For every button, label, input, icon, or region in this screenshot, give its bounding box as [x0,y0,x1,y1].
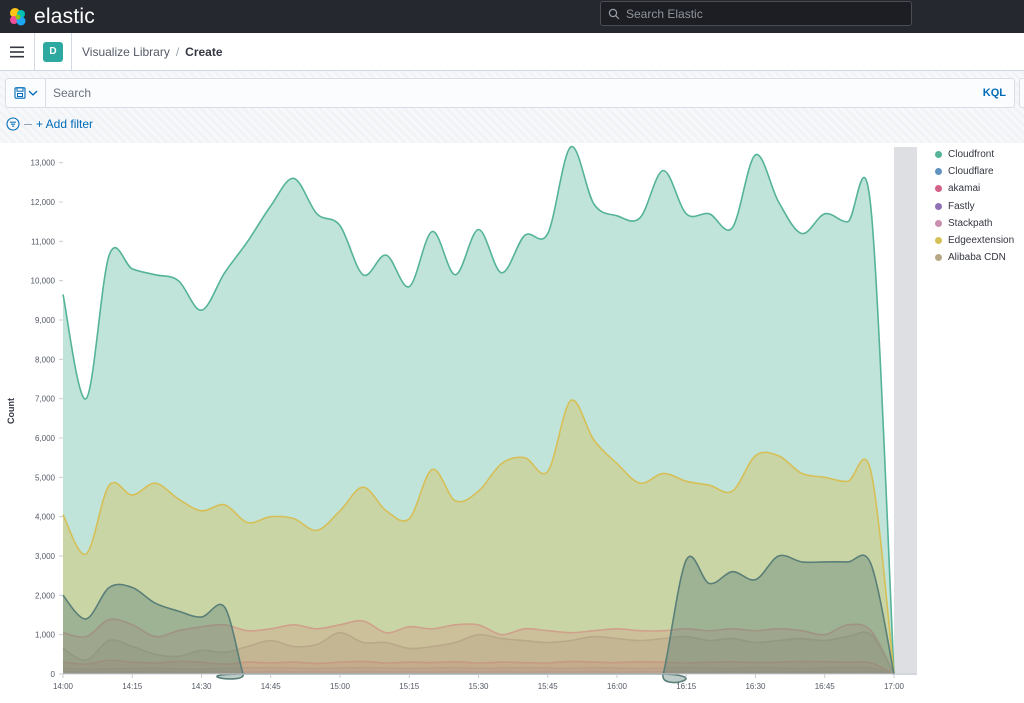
legend-label: Cloudfront [948,149,995,161]
add-filter-button[interactable]: + Add filter [36,117,94,131]
legend-item-fastly[interactable]: Fastly [935,198,1014,215]
legend-label: Fastly [948,200,975,212]
series-area-stackpath[interactable] [63,619,894,674]
x-tick-label: 16:45 [815,682,836,691]
y-tick-label: 7,000 [35,395,56,404]
legend-label: Alibaba CDN [948,252,1006,264]
date-picker-edge[interactable] [1019,78,1024,108]
y-tick-label: 5,000 [35,473,56,482]
series-line-cloudfront[interactable] [62,146,895,675]
top-header: elastic [0,0,1024,33]
query-search-input[interactable] [46,79,983,107]
legend-color-dot [935,202,942,210]
x-tick-label: 17:00 [884,682,905,691]
logo-text: elastic [34,4,95,28]
legend-item-stackpath[interactable]: Stackpath [935,215,1014,232]
x-tick-label: 14:30 [191,682,212,691]
breadcrumb-bar: D Visualize Library / Create [0,32,1024,71]
breadcrumb-separator: / [175,44,180,59]
y-tick-label: 6,000 [35,434,56,443]
series-line-alibaba-cdn[interactable] [62,631,895,675]
space-avatar[interactable]: D [43,41,63,62]
y-tick-label: 10,000 [31,277,56,286]
legend-item-edgeextension[interactable]: Edgeextension [935,232,1014,249]
search-icon [608,8,620,19]
y-tick-label: 8,000 [35,355,56,364]
query-bar: KQL [5,78,1015,108]
x-tick-label: 15:45 [538,682,559,691]
x-tick-label: 15:15 [399,682,420,691]
series-line-cloudflare[interactable] [62,666,895,675]
legend-color-dot [935,168,942,176]
series-line-edgeextension[interactable] [62,399,895,675]
saved-query-button[interactable] [6,79,46,107]
y-tick-label: 0 [51,670,56,679]
menu-button[interactable] [0,33,34,71]
x-tick-label: 16:15 [676,682,697,691]
filter-row: + Add filter [6,115,93,133]
series-area-alibaba-cdn[interactable] [63,632,894,674]
legend-label: Edgeextension [948,235,1015,247]
x-axis: 14:00 14:15 14:30 14:45 15:00 15:15 15:30 15:45… [53,673,917,691]
kql-toggle-button[interactable]: KQL [982,87,1006,99]
x-tick-label: 15:00 [330,682,351,691]
legend-color-dot [935,151,942,159]
series-area-unlabeled-series[interactable] [63,555,894,683]
legend-item-cloudflare[interactable]: Cloudflare [935,163,1014,180]
y-axis-title: Count [6,398,16,424]
series-area-edgeextension[interactable] [63,400,894,674]
chart-side-brush[interactable] [894,147,917,675]
y-tick-label: 3,000 [35,552,56,561]
legend-label: akamai [948,183,981,195]
breadcrumb-visualize-library[interactable]: Visualize Library [82,44,170,59]
y-tick-label: 13,000 [31,159,56,168]
legend-item-alibaba-cdn[interactable]: Alibaba CDN [935,249,1014,266]
global-search-input[interactable] [626,6,896,21]
series-area-cloudfront[interactable] [63,146,894,674]
filter-divider [24,123,32,125]
y-tick-label: 12,000 [31,198,56,207]
header-divider [71,32,72,71]
x-tick-label: 16:00 [607,682,628,691]
y-tick-label: 2,000 [35,591,56,600]
x-tick-label: 14:00 [53,682,74,691]
y-tick-label: 1,000 [35,631,56,640]
x-tick-label: 14:15 [122,682,143,691]
breadcrumb-current: Create [185,44,223,59]
legend-color-dot [935,237,942,245]
legend-label: Cloudflare [948,166,994,178]
series-line-akamai[interactable] [62,659,895,675]
header-divider [34,32,35,71]
legend-label: Stackpath [948,217,993,229]
y-tick-label: 4,000 [35,513,56,522]
area-chart[interactable]: 0 1,000 2,000 3,000 4,000 5,000 6,000 7,000 8,00… [0,143,1024,703]
y-tick-label: 11,000 [31,237,55,246]
chart-legend: Cloudfront Cloudflare akamai Fastly Stackpat… [935,146,1014,266]
chart-container: 0 1,000 2,000 3,000 4,000 5,000 6,000 7,000 8,00… [0,143,1024,703]
query-area: KQL + Add filter [0,71,1024,143]
filter-options-icon[interactable] [6,117,20,131]
save-disk-icon [13,87,37,99]
y-axis: 0 1,000 2,000 3,000 4,000 5,000 6,000 7,000 8,00… [31,159,63,679]
global-search[interactable] [600,1,912,26]
x-tick-label: 14:45 [261,682,282,691]
series-areas [62,146,895,684]
series-line-fastly[interactable] [62,670,895,675]
hamburger-menu-icon [10,46,24,57]
legend-color-dot [935,254,942,262]
elastic-logo-icon [10,7,26,25]
y-tick-label: 9,000 [35,316,56,325]
x-tick-label: 15:30 [468,682,489,691]
legend-color-dot [935,219,942,227]
legend-item-cloudfront[interactable]: Cloudfront [935,146,1014,163]
legend-item-akamai[interactable]: akamai [935,180,1014,197]
elastic-logo[interactable]: elastic [8,5,95,29]
x-tick-label: 16:30 [745,682,766,691]
legend-color-dot [935,185,942,193]
series-line-stackpath[interactable] [62,618,895,675]
